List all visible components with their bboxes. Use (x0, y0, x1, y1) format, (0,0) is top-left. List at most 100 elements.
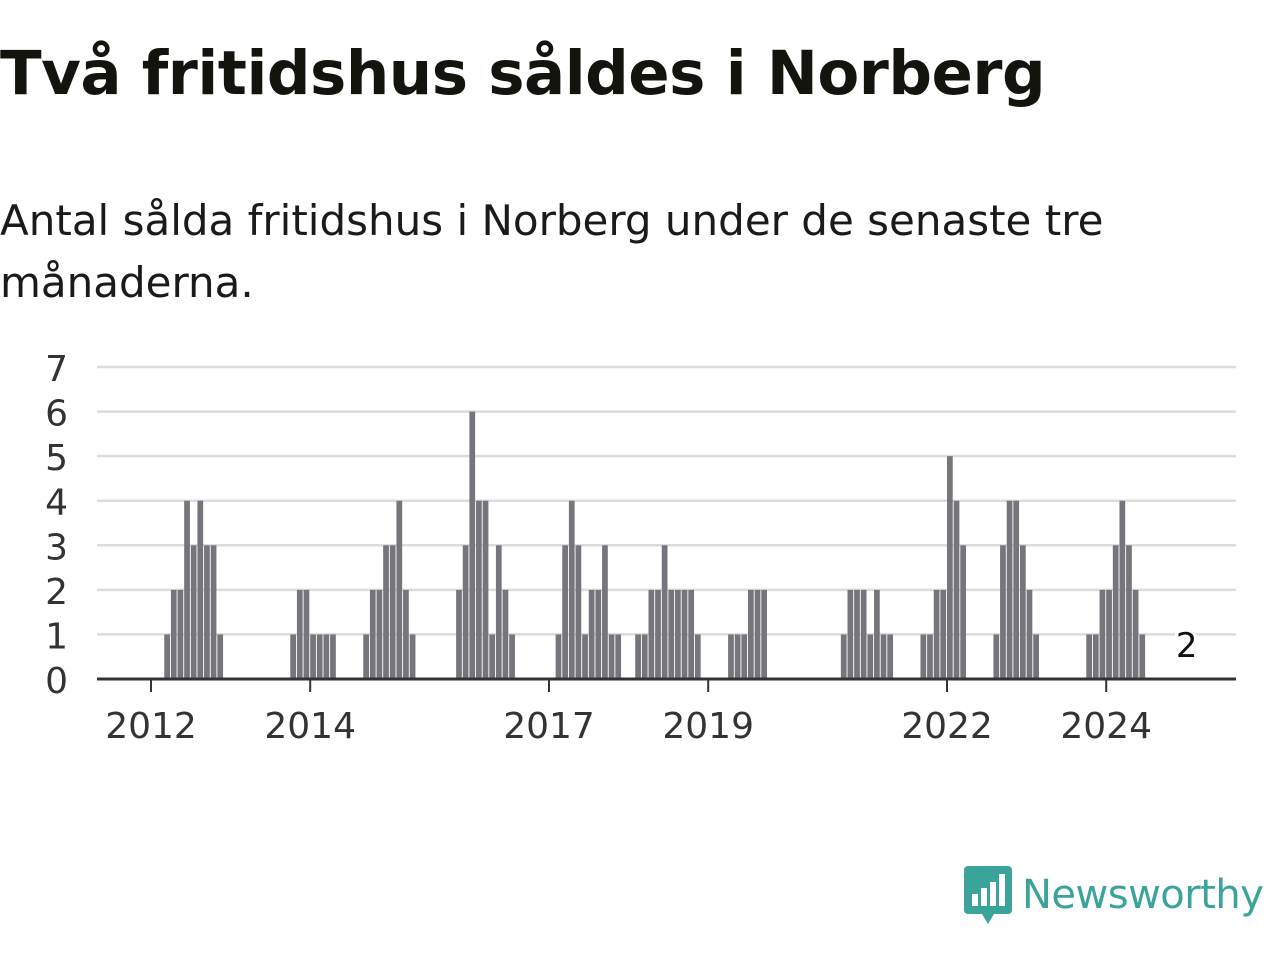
bar (303, 589, 310, 679)
bar (562, 545, 568, 679)
bar (376, 589, 383, 679)
bar (502, 589, 509, 679)
bar (860, 589, 867, 679)
y-tick-label: 5 (45, 438, 68, 479)
y-tick-label: 1 (45, 616, 68, 657)
bar (847, 589, 854, 679)
bar (874, 589, 880, 679)
bar (661, 545, 668, 679)
bar (1132, 589, 1139, 679)
bar (1006, 500, 1013, 679)
bar (170, 589, 177, 679)
bar (867, 634, 874, 679)
bar (184, 500, 190, 679)
bar (688, 589, 695, 679)
bar (389, 545, 396, 679)
bar (403, 589, 409, 679)
x-axis-ticks: 2012 2014 2017 2019 2022 2024 (105, 679, 1152, 747)
bar (1119, 500, 1126, 679)
bar (608, 634, 615, 679)
y-tick-label: 2 (45, 572, 68, 613)
bar (648, 589, 655, 679)
bar (754, 589, 761, 679)
bar (960, 545, 966, 679)
bar (1033, 634, 1039, 679)
bar (1019, 545, 1026, 679)
bar (290, 634, 297, 679)
bar (383, 545, 389, 679)
bar (204, 545, 210, 679)
bar (1106, 589, 1112, 679)
bar (369, 589, 376, 679)
x-tick-label: 2014 (264, 706, 356, 747)
bar (920, 634, 927, 679)
bar (953, 500, 960, 679)
bar (947, 456, 953, 679)
bar (396, 500, 403, 679)
bar (880, 634, 887, 679)
y-tick-label: 7 (45, 349, 68, 390)
bar (1139, 634, 1146, 679)
bar (555, 634, 562, 679)
bar (1086, 634, 1093, 679)
bar (296, 589, 303, 679)
bar (1112, 545, 1119, 679)
bar (190, 545, 197, 679)
bar (940, 589, 947, 679)
bar (602, 545, 608, 679)
bar (509, 634, 515, 679)
bar (933, 589, 940, 679)
bar (197, 500, 204, 679)
bar (741, 634, 748, 679)
bar (694, 634, 701, 679)
bar (482, 500, 489, 679)
newsworthy-chart-logo-icon (964, 866, 1012, 924)
bar (887, 634, 894, 679)
x-tick-label: 2019 (662, 706, 754, 747)
bar (1099, 589, 1106, 679)
bar (681, 589, 688, 679)
bar (1000, 545, 1006, 679)
x-tick-label: 2017 (503, 706, 595, 747)
bar (210, 545, 217, 679)
bars (164, 411, 1146, 679)
bar (761, 589, 767, 679)
bar (164, 634, 170, 679)
bar (734, 634, 741, 679)
y-tick-label: 6 (45, 394, 68, 435)
newsworthy-logo: Newsworthy (962, 862, 1264, 928)
gridlines (97, 365, 1236, 636)
bar (728, 634, 734, 679)
y-tick-label: 3 (45, 527, 68, 568)
bar (993, 634, 1000, 679)
bar (840, 634, 847, 679)
bar (1092, 634, 1099, 679)
x-tick-label: 2012 (105, 706, 197, 747)
bar (748, 589, 754, 679)
data-labels: 2 (1172, 623, 1201, 670)
bar (1013, 500, 1020, 679)
bar (575, 545, 582, 679)
bar (1026, 589, 1033, 679)
bar (456, 589, 462, 679)
bar (177, 589, 184, 679)
brand-name: Newsworthy (1022, 872, 1264, 918)
bar (476, 500, 482, 679)
bar (316, 634, 323, 679)
y-tick-label: 4 (45, 483, 68, 524)
x-tick-label: 2024 (1060, 706, 1152, 747)
bar (1126, 545, 1132, 679)
bar (462, 545, 469, 679)
bar (635, 634, 641, 679)
bar (668, 589, 675, 679)
bar (323, 634, 330, 679)
y-tick-label: 0 (45, 661, 68, 702)
bar (854, 589, 860, 679)
bar (927, 634, 933, 679)
x-tick-label: 2022 (901, 706, 993, 747)
chart-title: Två fritidshus såldes i Norberg (0, 38, 1046, 109)
bar (469, 411, 476, 679)
bar (582, 634, 588, 679)
highlight-value-label: 2 (1176, 626, 1198, 666)
